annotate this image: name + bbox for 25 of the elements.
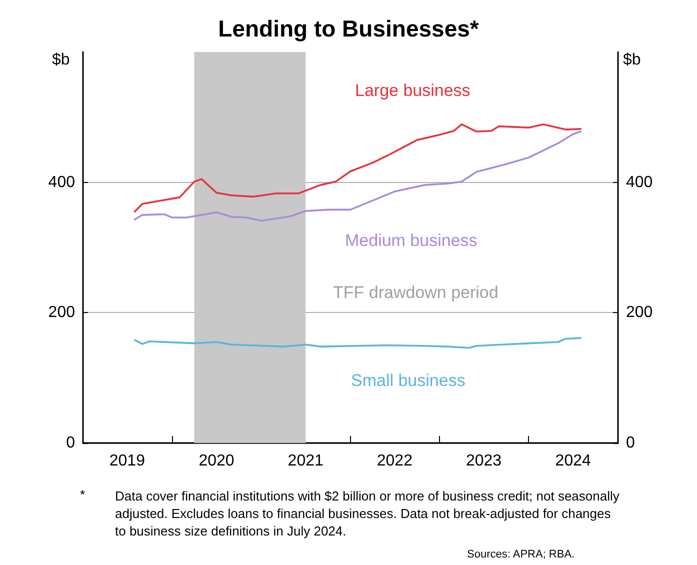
y2-tick-label: 0: [626, 434, 635, 452]
series-label: Medium business: [345, 231, 478, 250]
text: Data cover financial institutions with $2 billion or more of business credit; not seasonally adjusted. Excludes loans to financial businesses. Data not break-adjusted for changes to business size definitions in July 2024.: [115, 488, 623, 538]
text: *: [80, 487, 86, 502]
x-tick-label: 2019: [109, 452, 146, 470]
x-tick-label: 2024: [555, 452, 591, 470]
line-series: [134, 337, 582, 349]
series-label: Small business: [351, 371, 466, 390]
x-tick-label: 2021: [288, 452, 324, 470]
band-label: TFF drawdown period: [333, 283, 498, 302]
line-series: [134, 130, 582, 222]
y-tick-label: 200: [48, 304, 76, 322]
y2-tick-label: 200: [626, 304, 653, 322]
line-series: [134, 123, 582, 213]
chart-title: Lending to Businesses*: [218, 16, 479, 42]
x-tick-label: 2023: [466, 452, 502, 470]
series-label: Large business: [355, 81, 470, 100]
y-tick-label: 400: [48, 174, 76, 191]
x-tick-label: 2020: [198, 452, 234, 470]
source-note: Sources: APRA; RBA.: [467, 548, 575, 560]
y2-axis-title: $b: [623, 52, 641, 68]
x-tick-label: 2022: [376, 452, 413, 470]
y2-tick-label: 400: [626, 174, 653, 191]
y-axis-title: $b: [52, 52, 70, 68]
y-tick-label: 0: [66, 434, 76, 452]
